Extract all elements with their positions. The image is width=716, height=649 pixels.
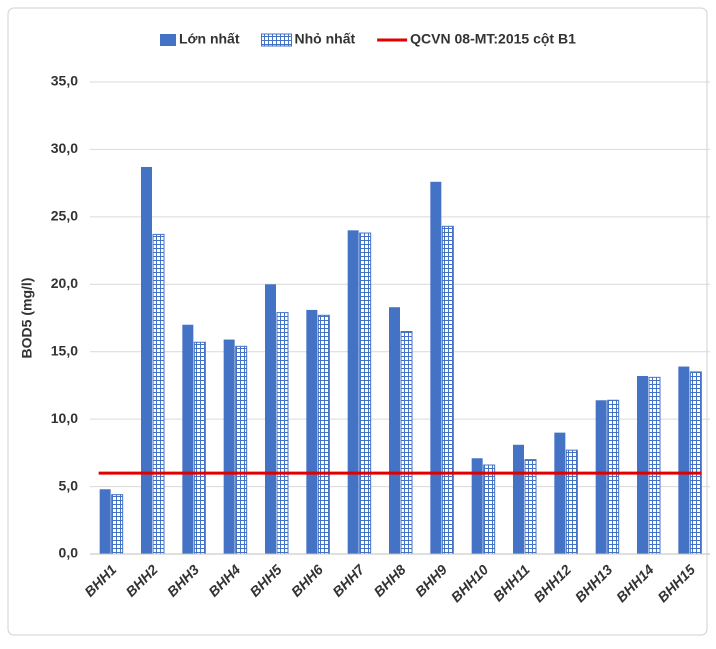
bar <box>400 330 413 555</box>
legend-label: Lớn nhất <box>179 31 240 47</box>
bar <box>141 166 152 554</box>
y-tick-label: 0,0 <box>59 545 79 561</box>
y-axis-label: BOD5 (mg/l) <box>19 278 35 359</box>
y-tick-label: 25,0 <box>51 208 78 224</box>
y-tick-label: 5,0 <box>59 477 79 493</box>
bar <box>317 314 330 555</box>
y-tick-label: 20,0 <box>51 275 78 291</box>
y-tick-label: 10,0 <box>51 410 78 426</box>
bar <box>607 399 620 555</box>
bar <box>347 230 359 555</box>
legend-label: Nhỏ nhất <box>295 31 356 47</box>
bar <box>637 375 648 554</box>
bar <box>483 464 496 555</box>
bar <box>193 341 206 555</box>
bar <box>689 371 702 555</box>
bar <box>595 400 607 554</box>
legend-swatch <box>160 34 176 46</box>
legend-swatch <box>261 33 292 47</box>
bar <box>223 339 235 554</box>
bar <box>152 233 165 555</box>
bar <box>276 312 289 555</box>
y-tick-label: 30,0 <box>51 140 78 156</box>
bar <box>99 489 111 554</box>
bar <box>678 366 690 554</box>
bar <box>359 232 372 555</box>
bar <box>111 494 124 555</box>
bar <box>565 449 578 555</box>
bar <box>441 225 454 555</box>
y-tick-label: 15,0 <box>51 342 78 358</box>
bar <box>648 376 661 555</box>
bar <box>430 181 442 554</box>
legend-label: QCVN 08-MT:2015 cột B1 <box>410 31 576 47</box>
bar <box>554 432 566 554</box>
bar <box>306 309 318 554</box>
bar <box>513 444 524 554</box>
bar <box>235 345 248 555</box>
bar <box>265 284 276 554</box>
bar <box>471 458 483 554</box>
bar <box>182 324 194 554</box>
y-tick-label: 35,0 <box>51 73 78 89</box>
bar <box>389 307 400 554</box>
